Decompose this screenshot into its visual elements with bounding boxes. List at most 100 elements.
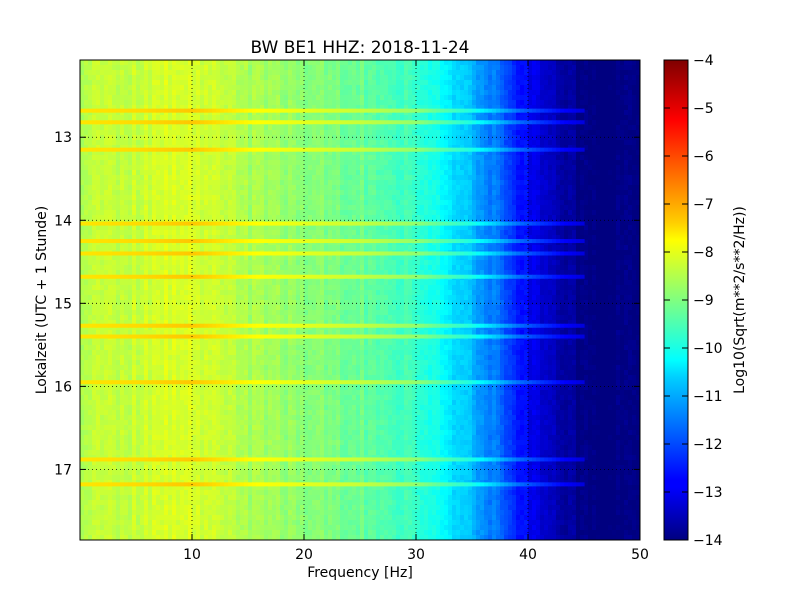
heatmap-cell	[156, 125, 161, 131]
heatmap-cell	[204, 490, 209, 496]
heatmap-cell	[112, 80, 117, 86]
heatmap-cell	[84, 60, 89, 66]
heatmap-cell	[128, 125, 133, 131]
heatmap-cell	[184, 515, 189, 521]
heatmap-cell	[224, 405, 229, 411]
heatmap-cell	[84, 105, 89, 111]
heatmap-cell	[168, 535, 173, 540]
heatmap-cell	[156, 75, 161, 81]
heatmap-cell	[252, 205, 257, 211]
heatmap-cell	[88, 125, 93, 131]
heatmap-cell	[284, 440, 289, 446]
heatmap-cell	[168, 355, 173, 361]
heatmap-cell	[208, 340, 213, 346]
heatmap-cell	[248, 135, 253, 141]
heatmap-cell	[84, 475, 89, 481]
heatmap-cell	[220, 170, 225, 176]
heatmap-cell	[172, 485, 177, 491]
heatmap-cell	[140, 175, 145, 181]
heatmap-cell	[212, 245, 217, 251]
heatmap-cell	[184, 200, 189, 206]
heatmap-cell	[260, 470, 265, 476]
heatmap-cell	[232, 495, 237, 501]
heatmap-cell	[100, 150, 105, 156]
heatmap-cell	[268, 475, 273, 481]
heatmap-cell	[152, 185, 157, 191]
heatmap-cell	[176, 535, 181, 540]
heatmap-cell	[116, 165, 121, 171]
heatmap-cell	[132, 205, 137, 211]
heatmap-cell	[284, 405, 289, 411]
heatmap-cell	[216, 400, 221, 406]
heatmap-cell	[108, 350, 113, 356]
heatmap-cell	[112, 155, 117, 161]
heatmap-cell	[204, 330, 209, 336]
heatmap-cell	[112, 150, 117, 156]
heatmap-cell	[264, 95, 269, 101]
heatmap-cell	[184, 100, 189, 106]
heatmap-cell	[144, 470, 149, 476]
heatmap-cell	[92, 485, 97, 491]
heatmap-cell	[88, 510, 93, 516]
heatmap-cell	[128, 180, 133, 186]
heatmap-cell	[228, 405, 233, 411]
heatmap-cell	[164, 445, 169, 451]
heatmap-cell	[140, 160, 145, 166]
heatmap-cell	[212, 425, 217, 431]
heatmap-cell	[176, 490, 181, 496]
heatmap-cell	[248, 405, 253, 411]
heatmap-cell	[192, 445, 197, 451]
heatmap-cell	[196, 350, 201, 356]
heatmap-cell	[268, 200, 273, 206]
heatmap-cell	[104, 125, 109, 131]
heatmap-cell	[164, 115, 169, 121]
heatmap-cell	[104, 395, 109, 401]
heatmap-cell	[252, 195, 257, 201]
heatmap-cell	[184, 225, 189, 231]
heatmap-cell	[280, 245, 285, 251]
heatmap-cell	[144, 190, 149, 196]
heatmap-cell	[112, 115, 117, 121]
heatmap-cell	[192, 435, 197, 441]
heatmap-cell	[140, 495, 145, 501]
heatmap-cell	[260, 195, 265, 201]
heatmap-cell	[168, 425, 173, 431]
heatmap-cell	[228, 400, 233, 406]
heatmap-cell	[96, 205, 101, 211]
heatmap-cell	[248, 505, 253, 511]
heatmap-cell	[248, 350, 253, 356]
heatmap-cell	[268, 185, 273, 191]
heatmap-cell	[116, 105, 121, 111]
heatmap-cell	[80, 255, 85, 261]
heatmap-cell	[92, 355, 97, 361]
heatmap-cell	[108, 170, 113, 176]
heatmap-cell	[144, 290, 149, 296]
heatmap-cell	[192, 260, 197, 266]
heatmap-cell	[192, 165, 197, 171]
heatmap-cell	[228, 395, 233, 401]
heatmap-cell	[260, 130, 265, 136]
heatmap-cell	[96, 435, 101, 441]
heatmap-cell	[244, 130, 249, 136]
heatmap-cell	[216, 270, 221, 276]
heatmap-cell	[236, 430, 241, 436]
heatmap-cell	[120, 400, 125, 406]
heatmap-cell	[96, 510, 101, 516]
heatmap-cell	[196, 410, 201, 416]
heatmap-cell	[124, 110, 129, 116]
heatmap-cell	[208, 385, 213, 391]
heatmap-cell	[224, 115, 229, 121]
heatmap-cell	[80, 470, 85, 476]
heatmap-cell	[84, 330, 89, 336]
heatmap-cell	[168, 340, 173, 346]
heatmap-cell	[164, 325, 169, 331]
heatmap-cell	[140, 180, 145, 186]
heatmap-cell	[156, 315, 161, 321]
heatmap-cell	[264, 370, 269, 376]
heatmap-cell	[252, 190, 257, 196]
heatmap-cell	[128, 165, 133, 171]
heatmap-cell	[224, 520, 229, 526]
heatmap-cell	[260, 535, 265, 540]
heatmap-cell	[180, 525, 185, 531]
heatmap-cell	[156, 200, 161, 206]
